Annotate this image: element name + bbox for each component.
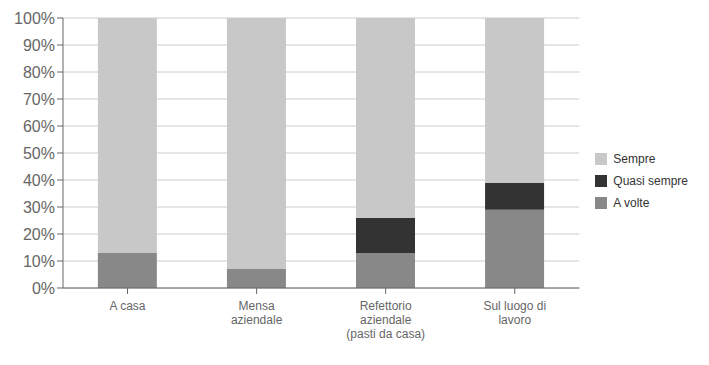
svg-text:0%: 0% <box>32 280 55 297</box>
svg-text:100%: 100% <box>14 10 55 27</box>
svg-text:50%: 50% <box>23 145 55 162</box>
svg-text:A casa: A casa <box>110 299 146 313</box>
svg-text:90%: 90% <box>23 37 55 54</box>
html-text:Sempre: Sempre <box>613 151 656 166</box>
svg-text:Refettorioaziendale(pasti da c: Refettorioaziendale(pasti da casa) <box>346 299 425 341</box>
svg-text:40%: 40% <box>23 172 55 189</box>
html-text:Quasi sempre: Quasi sempre <box>613 173 688 188</box>
svg-text:Sul luogo dilavoro: Sul luogo dilavoro <box>483 299 546 327</box>
svg-text:80%: 80% <box>23 64 55 81</box>
svg-text:60%: 60% <box>23 118 55 135</box>
svg-text:30%: 30% <box>23 199 55 216</box>
svg-text:Mensaaziendale: Mensaaziendale <box>231 299 283 327</box>
svg-text:20%: 20% <box>23 226 55 243</box>
html-text:A volte: A volte <box>613 195 650 210</box>
svg-text:70%: 70% <box>23 91 55 108</box>
svg-text:10%: 10% <box>23 253 55 270</box>
